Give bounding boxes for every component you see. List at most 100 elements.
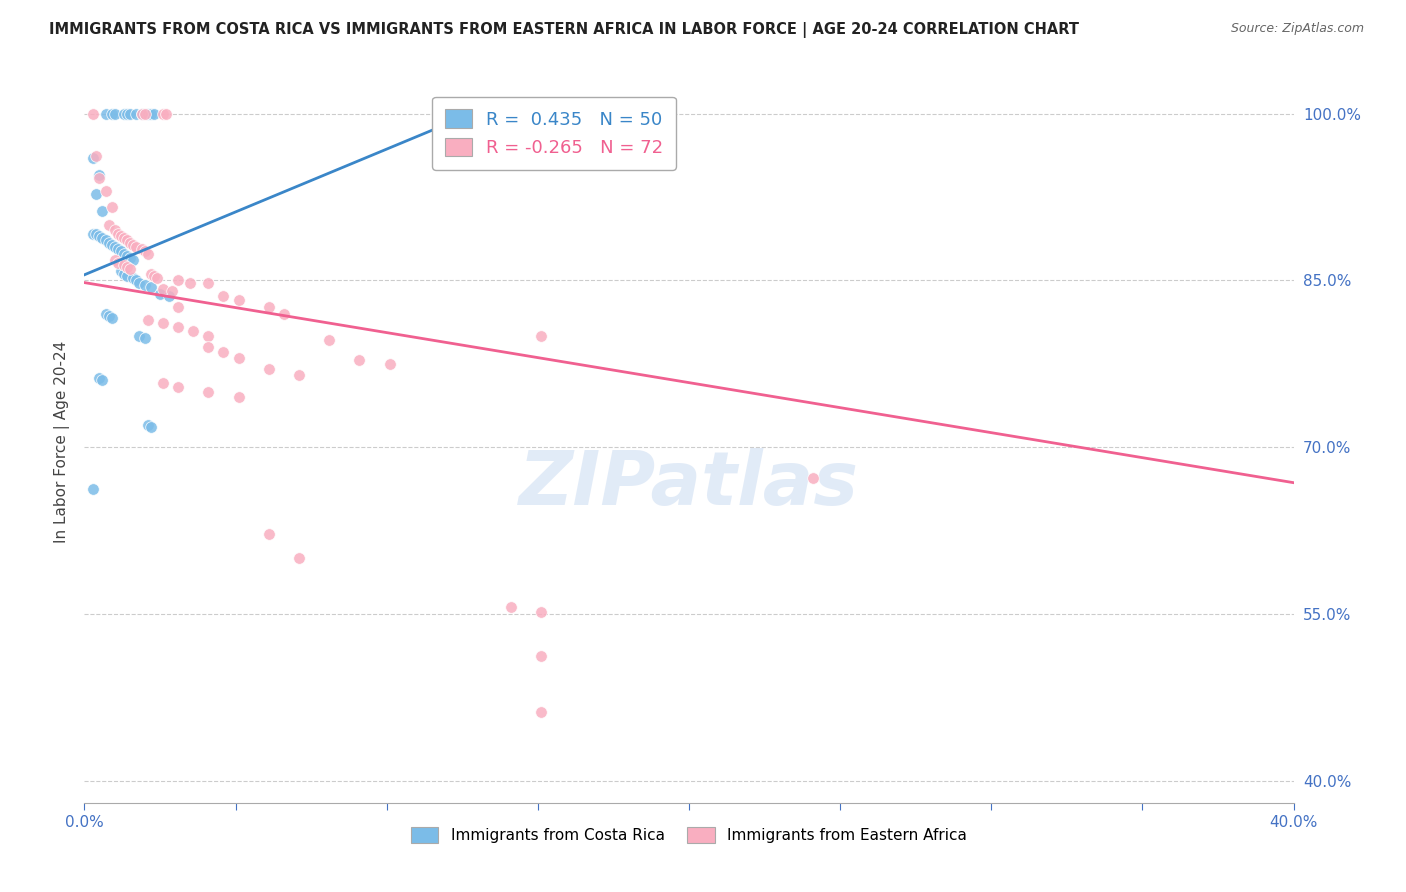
- Point: [107, 255, 129, 269]
- Point: [228, 390, 250, 404]
- Point: [94, 106, 117, 120]
- Point: [152, 106, 174, 120]
- Point: [100, 237, 122, 252]
- Point: [118, 262, 141, 277]
- Point: [257, 300, 280, 314]
- Point: [152, 282, 174, 296]
- Point: [104, 106, 127, 120]
- Point: [110, 228, 132, 243]
- Point: [134, 277, 156, 292]
- Point: [115, 106, 138, 120]
- Point: [499, 600, 522, 615]
- Point: [128, 276, 150, 290]
- Point: [288, 551, 311, 566]
- Point: [121, 271, 143, 285]
- Point: [82, 106, 104, 120]
- Point: [107, 227, 129, 241]
- Point: [91, 231, 114, 245]
- Point: [181, 325, 204, 339]
- Point: [530, 605, 553, 619]
- Point: [97, 218, 120, 232]
- Point: [125, 106, 148, 120]
- Point: [110, 264, 132, 278]
- Point: [257, 362, 280, 376]
- Point: [128, 329, 150, 343]
- Point: [530, 705, 553, 719]
- Point: [97, 309, 120, 323]
- Point: [125, 273, 148, 287]
- Point: [107, 242, 129, 256]
- Point: [91, 373, 114, 387]
- Point: [115, 260, 138, 274]
- Point: [115, 249, 138, 263]
- Point: [139, 420, 162, 434]
- Point: [104, 223, 127, 237]
- Point: [257, 526, 280, 541]
- Point: [115, 233, 138, 247]
- Point: [94, 307, 117, 321]
- Point: [136, 106, 159, 120]
- Point: [530, 329, 553, 343]
- Point: [125, 240, 148, 254]
- Text: ZIPatlas: ZIPatlas: [519, 449, 859, 522]
- Point: [91, 204, 114, 219]
- Point: [134, 106, 156, 120]
- Point: [97, 235, 120, 250]
- Point: [112, 246, 135, 260]
- Point: [139, 280, 162, 294]
- Text: Source: ZipAtlas.com: Source: ZipAtlas.com: [1230, 22, 1364, 36]
- Point: [801, 471, 824, 485]
- Point: [89, 171, 111, 186]
- Point: [157, 289, 180, 303]
- Point: [121, 253, 143, 268]
- Point: [152, 316, 174, 330]
- Point: [118, 106, 141, 120]
- Point: [131, 106, 153, 120]
- Point: [104, 240, 127, 254]
- Point: [197, 276, 219, 290]
- Point: [100, 200, 122, 214]
- Point: [530, 649, 553, 664]
- Point: [197, 384, 219, 399]
- Point: [134, 331, 156, 345]
- Point: [82, 227, 104, 241]
- Point: [155, 106, 177, 120]
- Point: [288, 368, 311, 382]
- Point: [228, 351, 250, 366]
- Point: [112, 267, 135, 281]
- Point: [152, 376, 174, 390]
- Point: [100, 106, 122, 120]
- Point: [89, 168, 111, 182]
- Point: [131, 106, 153, 120]
- Point: [86, 227, 108, 241]
- Point: [82, 483, 104, 497]
- Point: [197, 329, 219, 343]
- Legend: Immigrants from Costa Rica, Immigrants from Eastern Africa: Immigrants from Costa Rica, Immigrants f…: [405, 822, 973, 849]
- Point: [167, 273, 190, 287]
- Point: [167, 380, 190, 394]
- Point: [378, 357, 401, 371]
- Point: [142, 268, 165, 283]
- Y-axis label: In Labor Force | Age 20-24: In Labor Force | Age 20-24: [55, 341, 70, 542]
- Point: [197, 340, 219, 354]
- Point: [136, 417, 159, 432]
- Point: [149, 286, 172, 301]
- Point: [89, 371, 111, 385]
- Point: [139, 267, 162, 281]
- Point: [142, 106, 165, 120]
- Point: [139, 106, 162, 120]
- Point: [212, 344, 235, 359]
- Point: [167, 300, 190, 314]
- Point: [112, 106, 135, 120]
- Point: [136, 313, 159, 327]
- Point: [146, 271, 169, 285]
- Point: [112, 258, 135, 272]
- Text: IMMIGRANTS FROM COSTA RICA VS IMMIGRANTS FROM EASTERN AFRICA IN LABOR FORCE | AG: IMMIGRANTS FROM COSTA RICA VS IMMIGRANTS…: [49, 22, 1080, 38]
- Point: [273, 307, 295, 321]
- Point: [136, 246, 159, 260]
- Point: [100, 311, 122, 326]
- Point: [86, 149, 108, 163]
- Point: [121, 237, 143, 252]
- Point: [167, 320, 190, 334]
- Point: [94, 233, 117, 247]
